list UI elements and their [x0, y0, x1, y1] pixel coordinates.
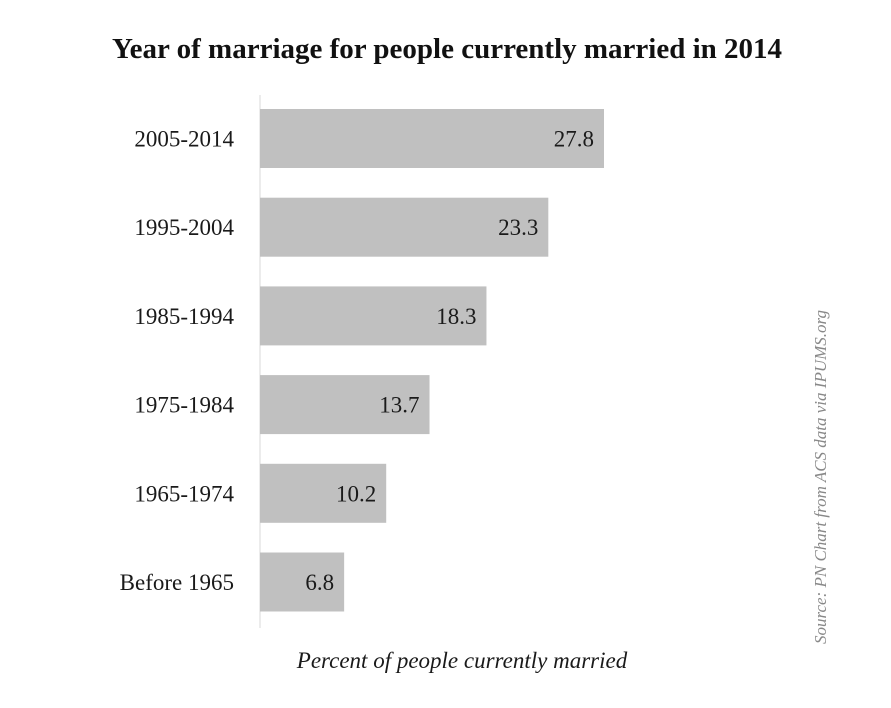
bar	[260, 109, 604, 168]
data-label: 18.3	[436, 304, 476, 329]
bar	[260, 552, 345, 612]
category-label: 1995-2004	[134, 215, 234, 240]
bars-group: 2005-2014 27.8 1995-2004 23.3 1985-1994 18.3 1…	[120, 109, 604, 612]
bar	[260, 286, 487, 346]
category-label: 1975-1984	[134, 393, 234, 418]
data-label: 6.8	[305, 570, 334, 595]
bar	[260, 463, 387, 523]
x-axis-label: Percent of people currently married	[296, 648, 628, 673]
data-label: 27.8	[554, 127, 594, 152]
source-note: Source: PN Chart from ACS data via IPUMS…	[811, 310, 830, 644]
category-label: 2005-2014	[134, 127, 234, 152]
data-label: 23.3	[498, 215, 538, 240]
data-label: 10.2	[336, 481, 376, 506]
data-label: 13.7	[379, 393, 419, 418]
bar	[260, 197, 549, 257]
category-label: Before 1965	[120, 570, 234, 595]
category-label: 1985-1994	[134, 304, 234, 329]
category-label: 1965-1974	[134, 481, 234, 506]
chart-title: Year of marriage for people currently ma…	[112, 33, 782, 65]
bar	[260, 375, 430, 435]
